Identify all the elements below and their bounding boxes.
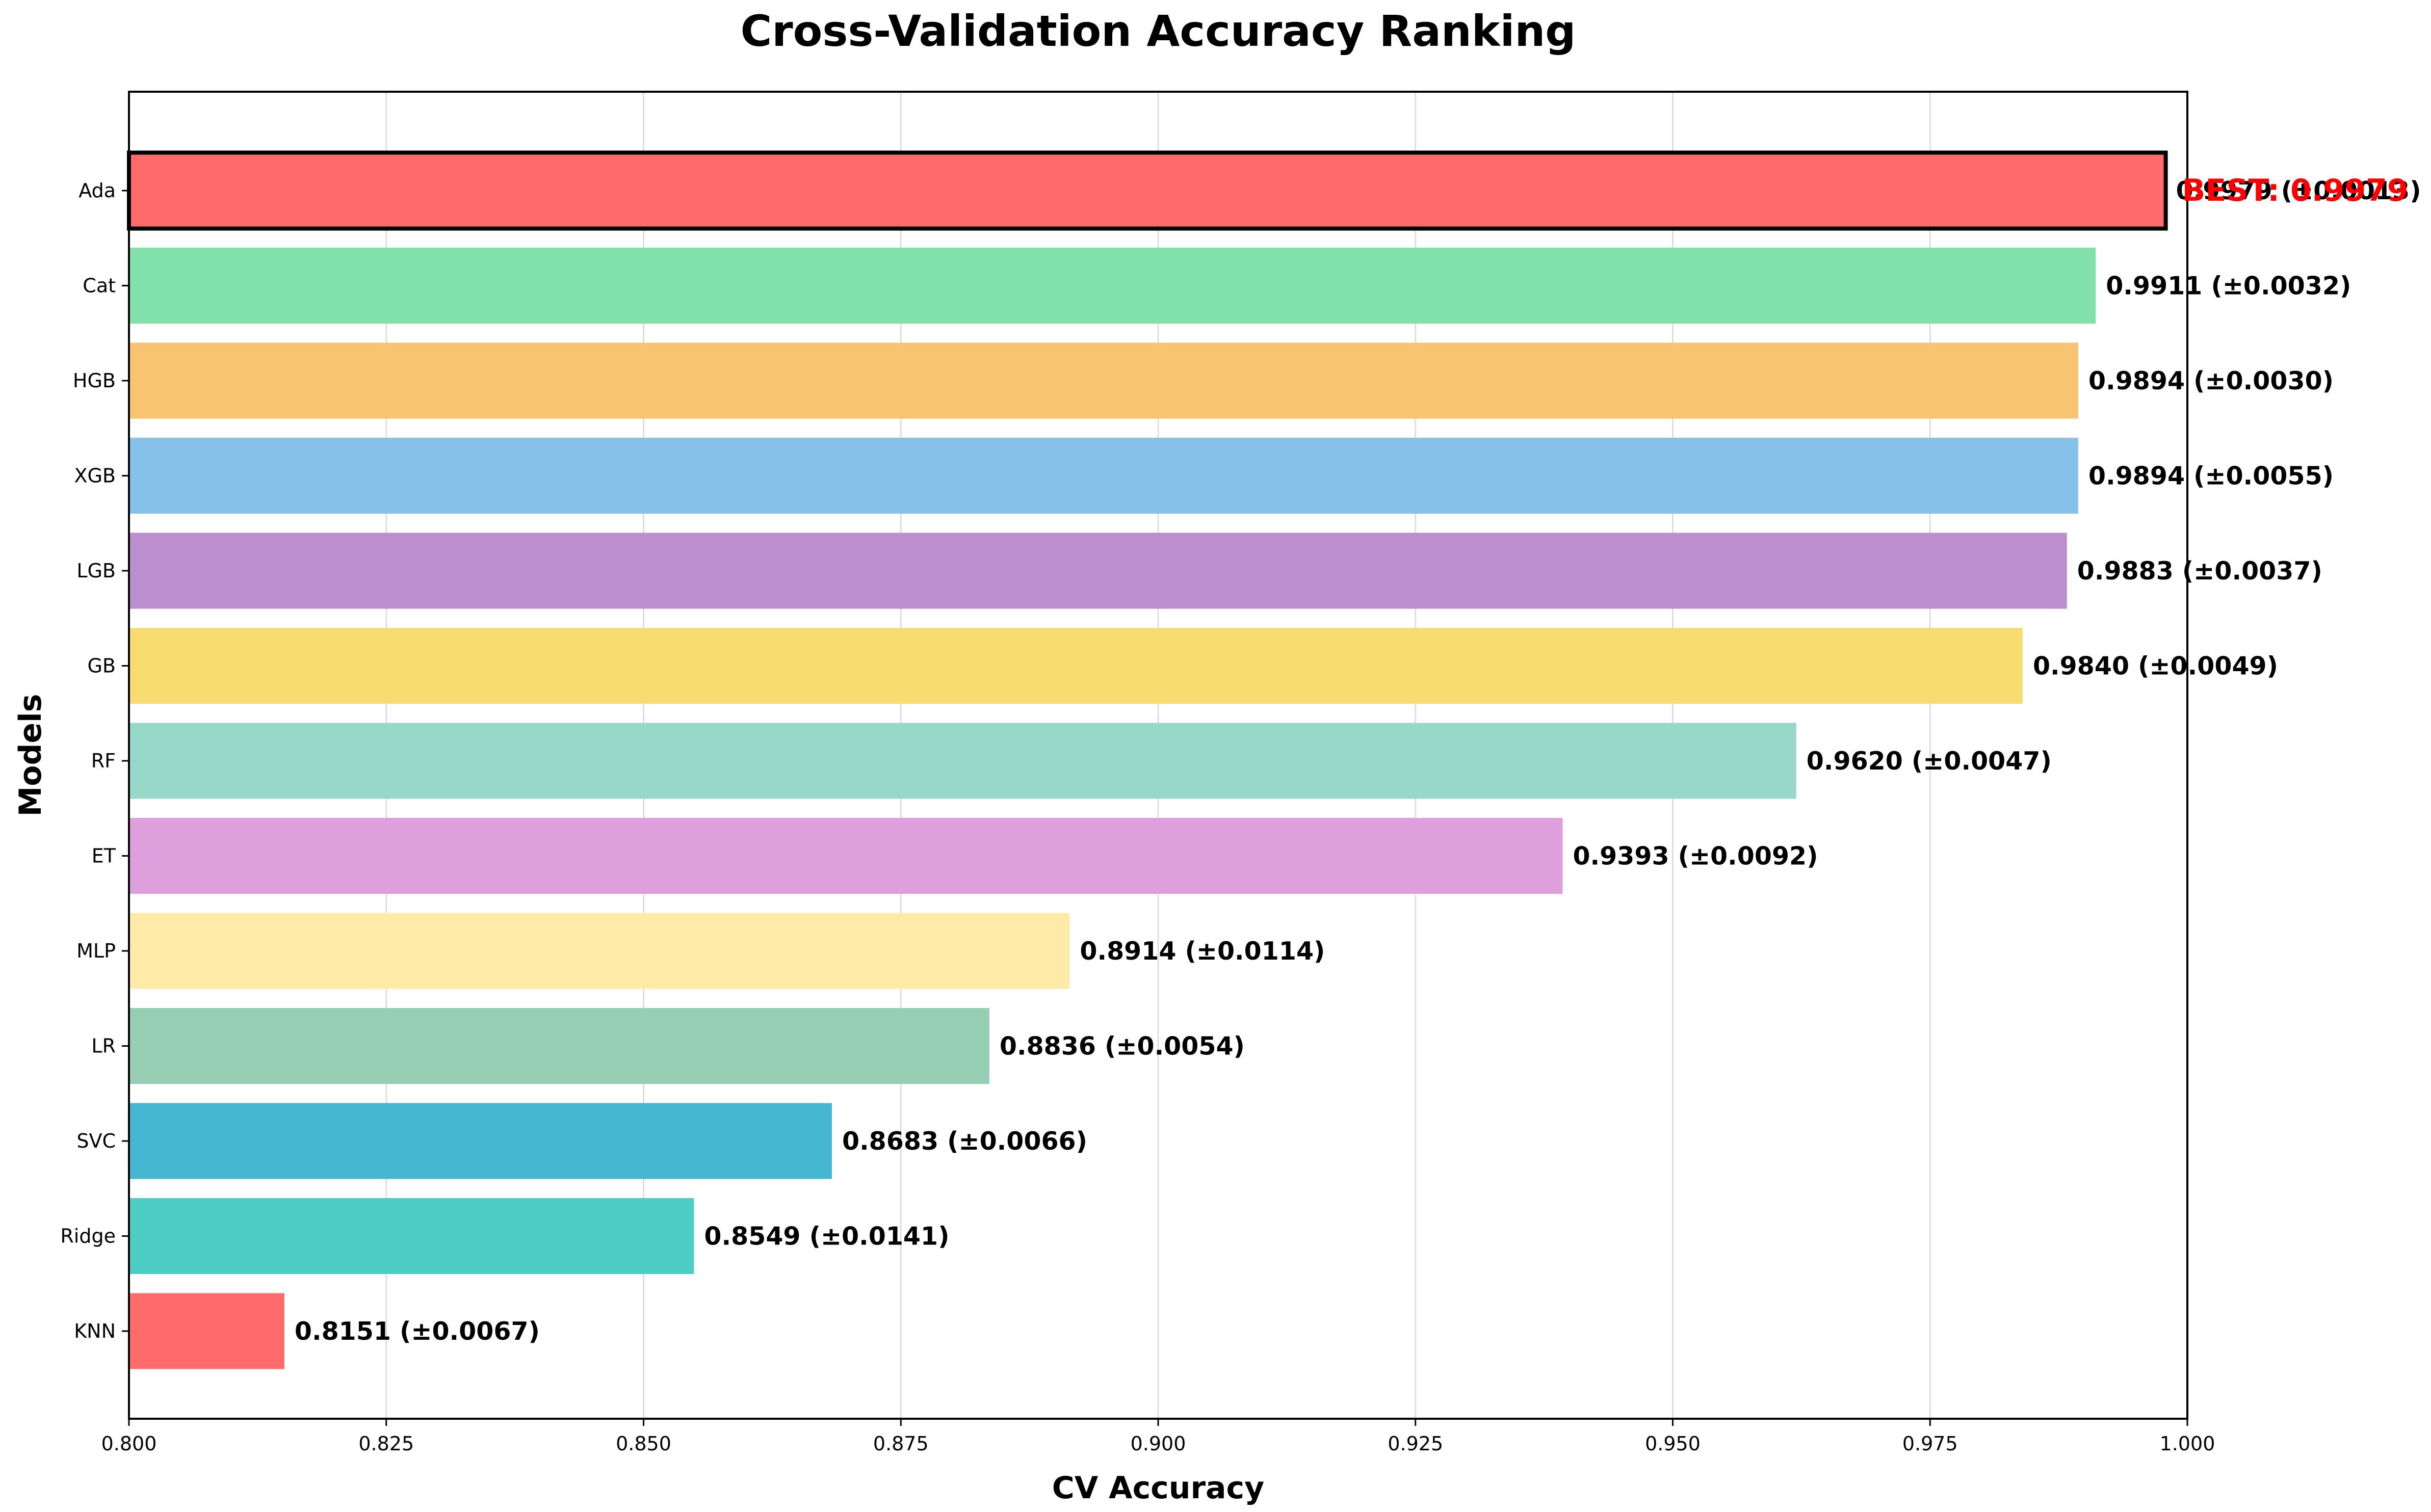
bar-ada: [127, 150, 2168, 231]
y-tick-label-lr: LR: [91, 1035, 116, 1057]
value-label-lr: 0.8836 (±0.0054): [1000, 1032, 1245, 1061]
y-tick-label-cat: Cat: [83, 275, 116, 297]
x-tick-label: 0.950: [1645, 1433, 1701, 1455]
y-tick-label-gb: GB: [87, 655, 116, 677]
x-tick-label: 0.975: [1902, 1433, 1958, 1455]
bar-knn: [129, 1293, 284, 1369]
y-tick-label-mlp: MLP: [76, 940, 116, 962]
x-tick-label: 0.850: [616, 1433, 671, 1455]
value-label-ada: 0.9979 (±0.0013): [2176, 176, 2421, 205]
value-label-rf: 0.9620 (±0.0047): [1807, 747, 2052, 776]
value-label-cat: 0.9911 (±0.0032): [2106, 272, 2351, 301]
value-label-gb: 0.9840 (±0.0049): [2033, 652, 2278, 681]
y-tick-label-xgb: XGB: [74, 465, 116, 487]
y-tick-label-ada: Ada: [79, 179, 116, 202]
x-axis-ticks: 0.800 0.825 0.850 0.875 0.900 0.925 0.950 0.975…: [101, 1419, 2215, 1455]
x-tick-label: 1.000: [2160, 1433, 2215, 1455]
bar-svc: [129, 1103, 832, 1179]
y-tick-label-svc: SVC: [76, 1130, 116, 1152]
value-label-mlp: 0.8914 (±0.0114): [1080, 937, 1325, 966]
bar-lr: [129, 1008, 989, 1084]
value-label-svc: 0.8683 (±0.0066): [842, 1127, 1087, 1156]
x-tick-label: 0.875: [873, 1433, 929, 1455]
chart-title: Cross-Validation Accuracy Ranking: [741, 6, 1576, 56]
y-axis-label: Models: [13, 694, 48, 817]
x-tick-label: 0.900: [1131, 1433, 1186, 1455]
bar-cat: [129, 248, 2096, 324]
y-tick-label-et: ET: [92, 845, 116, 867]
y-tick-label-hgb: HGB: [73, 369, 116, 392]
value-label-et: 0.9393 (±0.0092): [1573, 842, 1818, 871]
x-tick-label: 0.800: [101, 1433, 157, 1455]
bar-ridge: [129, 1198, 694, 1274]
value-label-hgb: 0.9894 (±0.0030): [2088, 366, 2334, 395]
value-label-knn: 0.8151 (±0.0067): [295, 1317, 540, 1346]
best-annotation: BEST: 0.9979: [2182, 173, 2409, 208]
y-tick-label-lgb: LGB: [76, 560, 116, 582]
y-axis-ticks: Ada Cat HGB XGB LGB GB RF ET MLP LR SVC Ridge KNN: [60, 179, 129, 1342]
bar-rf: [129, 723, 1796, 799]
bars: [127, 150, 2168, 1369]
x-tick-label: 0.825: [358, 1433, 414, 1455]
bar-hgb: [129, 342, 2078, 419]
bar-et: [129, 818, 1563, 894]
value-labels: 0.9979 (±0.0013)BEST: 0.9979 0.9911 (±0.0…: [295, 173, 2421, 1346]
value-label-ridge: 0.8549 (±0.0141): [704, 1222, 949, 1251]
bar-mlp: [129, 913, 1070, 989]
bar-lgb: [129, 533, 2067, 609]
value-label-xgb: 0.9894 (±0.0055): [2088, 462, 2334, 491]
x-tick-label: 0.925: [1388, 1433, 1443, 1455]
y-tick-label-knn: KNN: [74, 1320, 116, 1342]
y-tick-label-ridge: Ridge: [60, 1225, 116, 1248]
bar-xgb: [129, 438, 2078, 514]
y-tick-label-rf: RF: [91, 750, 116, 772]
bar-gb: [129, 628, 2023, 704]
value-label-lgb: 0.9883 (±0.0037): [2077, 556, 2322, 586]
x-axis-label: CV Accuracy: [1052, 1470, 1264, 1506]
